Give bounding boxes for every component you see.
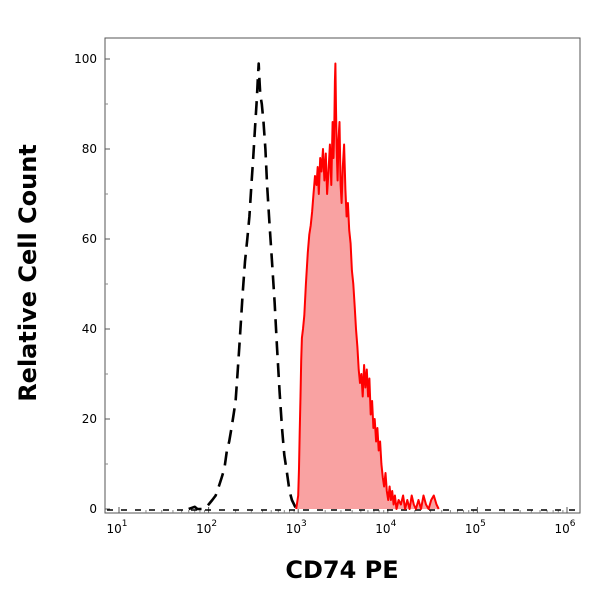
series-layer — [107, 62, 578, 511]
x-tick-label: 104 — [375, 519, 396, 536]
y-axis-title: Relative Cell Count — [14, 144, 42, 402]
series-1-line — [295, 62, 440, 510]
y-tick-label: 60 — [82, 232, 97, 246]
x-axis: 101 102 103 104 105 106 — [106, 507, 576, 536]
x-tick-label: 106 — [554, 519, 575, 536]
y-axis: 0 20 40 60 80 100 — [74, 52, 110, 516]
y-tick-label: 100 — [74, 52, 97, 66]
x-tick-label: 102 — [196, 519, 217, 536]
x-tick-label: 101 — [106, 519, 127, 536]
series-0-line — [188, 62, 298, 511]
y-tick-label: 80 — [82, 142, 97, 156]
y-tick-label: 0 — [89, 502, 97, 516]
y-tick-label: 40 — [82, 322, 97, 336]
plot-frame — [104, 37, 581, 514]
x-axis-title: CD74 PE — [285, 556, 398, 584]
series-1-fill — [296, 63, 439, 509]
y-tick-label: 20 — [82, 412, 97, 426]
x-tick-label: 103 — [286, 519, 307, 536]
x-tick-label: 105 — [465, 519, 486, 536]
